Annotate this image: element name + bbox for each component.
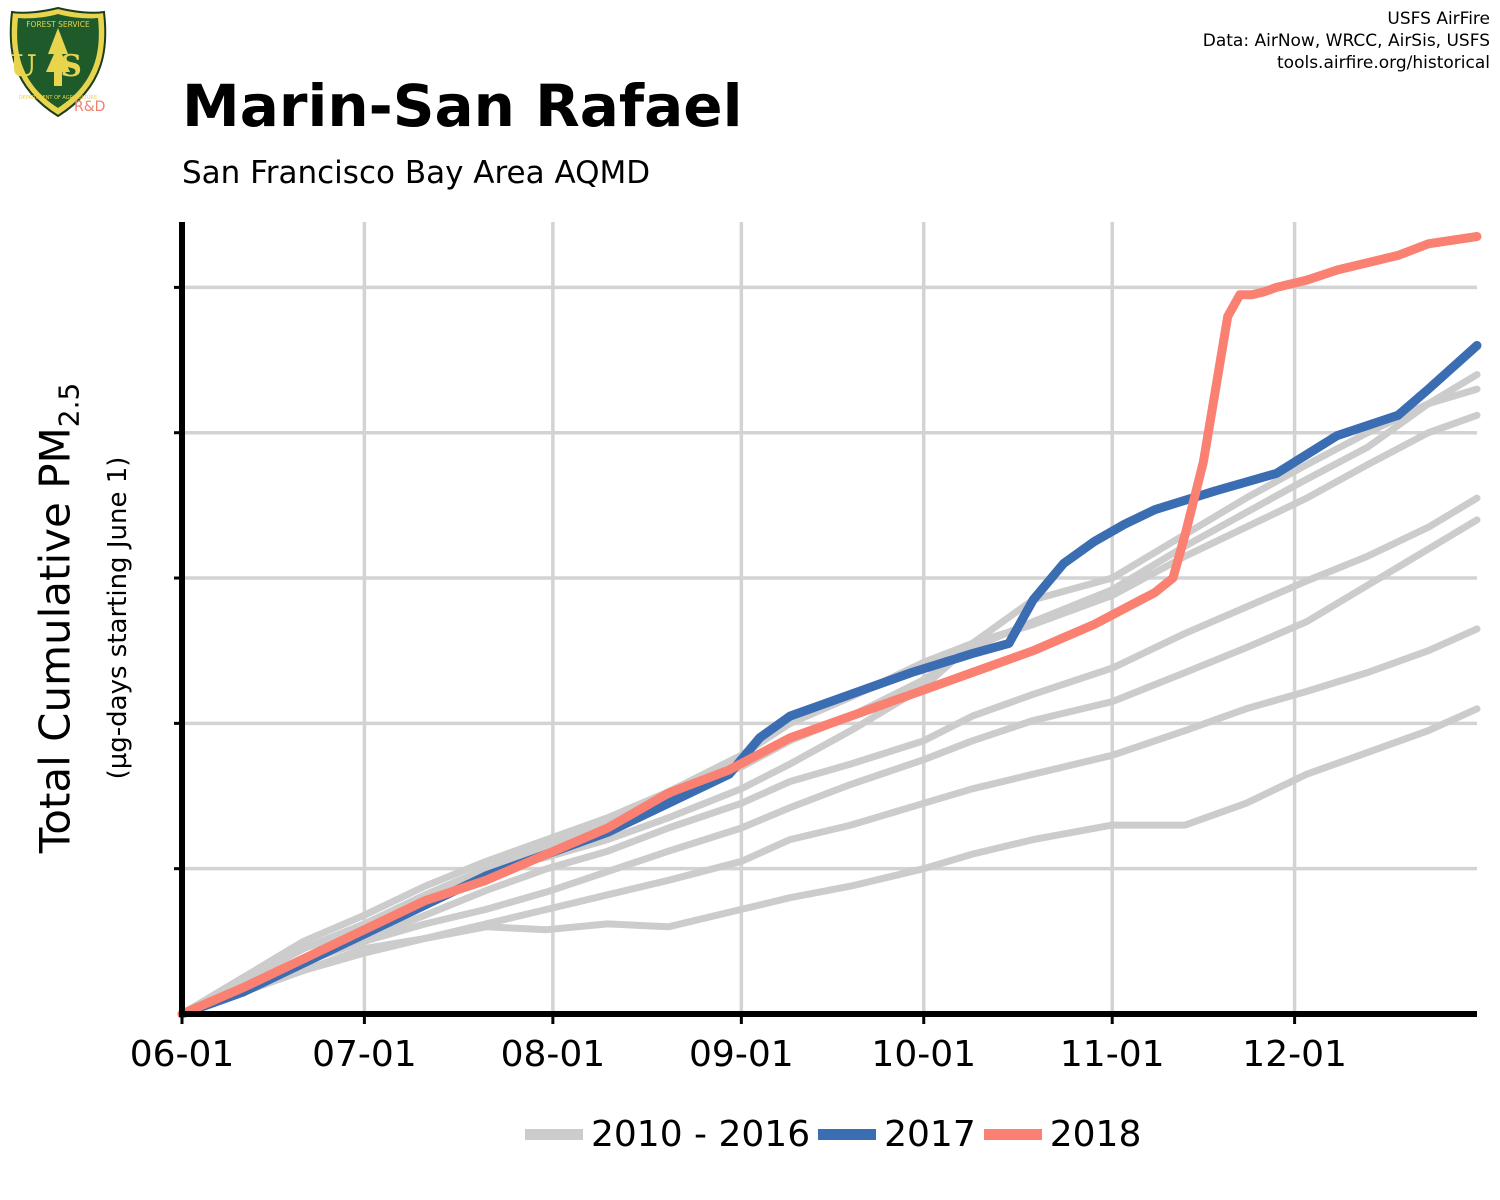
chart-subtitle: San Francisco Bay Area AQMD — [182, 155, 651, 191]
series-line-historical-3 — [178, 494, 1481, 1018]
legend-label-2017: 2017 — [884, 1113, 976, 1155]
series-line-historical-4 — [178, 516, 1481, 1018]
grid-layer — [182, 222, 1477, 1014]
series-line-historical-5 — [178, 625, 1481, 1018]
logo-badge-text: FOREST SERVICE — [26, 20, 90, 29]
series-line-historical-0 — [178, 411, 1481, 1018]
chart-title: Marin-San Rafael — [182, 72, 743, 140]
shield-icon: FOREST SERVICE US DEPARTMENT OF AGRICULT… — [9, 6, 107, 118]
usfs-logo: FOREST SERVICE US DEPARTMENT OF AGRICULT… — [6, 6, 110, 118]
x-tick-label: 10-01 — [871, 1034, 976, 1075]
legend-label-historical: 2010 - 2016 — [591, 1113, 811, 1155]
series-line-2018 — [177, 232, 1482, 1019]
series-layer — [177, 232, 1482, 1019]
logo-initials: US — [10, 49, 106, 84]
x-tick-label: 08-01 — [501, 1034, 606, 1075]
logo-dept-text: DEPARTMENT OF AGRICULTURE — [19, 95, 97, 101]
x-tick-label: 12-01 — [1242, 1034, 1347, 1075]
series-line-2017 — [177, 341, 1482, 1019]
legend: 2010 - 2016 2017 2018 — [525, 1112, 1149, 1156]
legend-item-historical: 2010 - 2016 — [525, 1114, 810, 1155]
credit-line-1: USFS AirFire — [1387, 9, 1490, 29]
legend-item-2018: 2018 — [983, 1113, 1142, 1155]
legend-swatch-historical — [525, 1128, 583, 1140]
legend-item-2017: 2017 — [818, 1114, 976, 1155]
legend-swatch-2017 — [818, 1128, 877, 1140]
credit-line-3: tools.airfire.org/historical — [1277, 53, 1490, 73]
x-tick-label: 11-01 — [1060, 1034, 1165, 1075]
credit-line-2: Data: AirNow, WRCC, AirSis, USFS — [1202, 31, 1490, 51]
legend-label-2018: 2018 — [1049, 1113, 1142, 1155]
axis-layer: 06-01 07-01 08-01 09-01 10-01 11-01 12-01 — [130, 222, 1477, 1075]
legend-swatch-2018 — [983, 1128, 1042, 1140]
x-tick-label: 09-01 — [689, 1034, 794, 1075]
x-tick-label: 07-01 — [312, 1034, 417, 1075]
credits: USFS AirFire Data: AirNow, WRCC, AirSis,… — [1203, 8, 1490, 74]
logo-rd-label: R&D — [74, 99, 106, 115]
x-tick-label: 06-01 — [130, 1034, 235, 1075]
series-line-historical-6 — [178, 705, 1481, 1018]
